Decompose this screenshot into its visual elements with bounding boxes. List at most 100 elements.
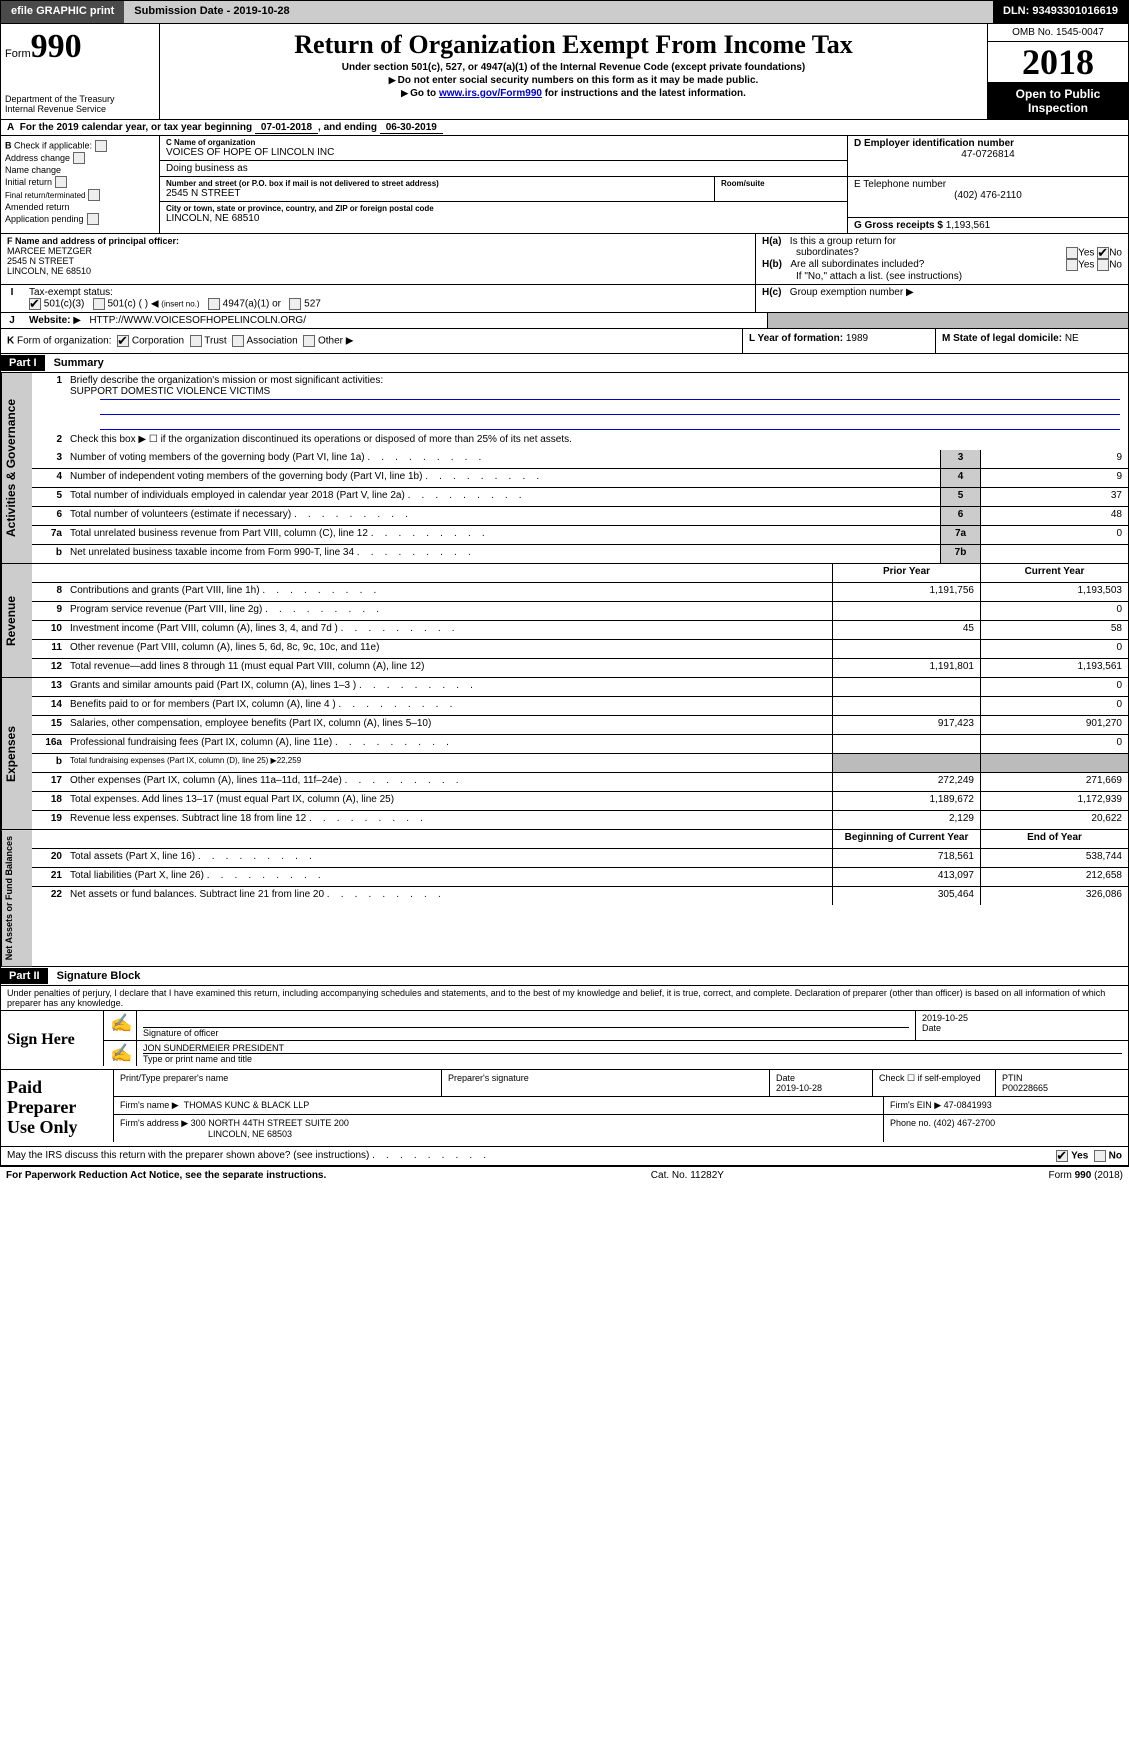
gross-receipts-cell: G Gross receipts $ 1,193,561	[848, 218, 1128, 233]
sign-right: ✍ Signature of officer 2019-10-25 Date ✍…	[103, 1011, 1128, 1069]
dln-label: DLN: 93493301016619	[993, 1, 1128, 23]
omb-number: OMB No. 1545-0047	[988, 24, 1128, 42]
k-body: K Form of organization: Corporation Trus…	[1, 329, 742, 353]
corp-checkbox[interactable]	[117, 335, 129, 347]
tax-year: 2018	[988, 42, 1128, 82]
section-bcdeg: B Check if applicable: Address change Na…	[1, 136, 1128, 234]
ha-yes-checkbox[interactable]	[1066, 247, 1078, 259]
applicable-checkbox[interactable]	[95, 140, 107, 152]
line-22: 22Net assets or fund balances. Subtract …	[32, 886, 1128, 905]
line-6: 6 Total number of volunteers (estimate i…	[32, 506, 1128, 525]
section-fh: F Name and address of principal officer:…	[1, 234, 1128, 285]
header-right: OMB No. 1545-0047 2018 Open to Public In…	[987, 24, 1128, 119]
section-j-website: J Website: ▶ HTTP://WWW.VOICESOFHOPELINC…	[1, 313, 1128, 329]
form-outer: Form990 Department of the Treasury Inter…	[0, 24, 1129, 1167]
open-to-public: Open to Public Inspection	[988, 82, 1128, 119]
expenses-section: Expenses 13Grants and similar amounts pa…	[1, 678, 1128, 830]
vtab-expenses: Expenses	[1, 678, 32, 829]
net-lines: Beginning of Current Year End of Year 20…	[32, 830, 1128, 966]
rev-header: Prior Year Current Year	[32, 564, 1128, 582]
h-column: H(a) Is this a group return for subordin…	[756, 234, 1128, 284]
initial-checkbox[interactable]	[55, 176, 67, 188]
pending-checkbox[interactable]	[87, 213, 99, 225]
trust-checkbox[interactable]	[190, 335, 202, 347]
line-2: 2 Check this box ▶ ☐ if the organization…	[32, 432, 1128, 450]
line-a-taxyear: A For the 2019 calendar year, or tax yea…	[1, 120, 1128, 136]
header-left: Form990 Department of the Treasury Inter…	[1, 24, 160, 119]
section-i-status: I Tax-exempt status: 501(c)(3) 501(c) ( …	[1, 285, 1128, 313]
501c3-checkbox[interactable]	[29, 298, 41, 310]
line-13: 13Grants and similar amounts paid (Part …	[32, 678, 1128, 696]
gov-lines: 1 Briefly describe the organization's mi…	[32, 373, 1128, 563]
dba-cell: Doing business as	[160, 161, 847, 177]
hb-yes-checkbox[interactable]	[1066, 259, 1078, 271]
line-10: 10Investment income (Part VIII, column (…	[32, 620, 1128, 639]
line-7b: b Net unrelated business taxable income …	[32, 544, 1128, 563]
irs-discuss-row: May the IRS discuss this return with the…	[1, 1147, 1128, 1166]
efile-label: efile GRAPHIC print	[1, 1, 124, 23]
discuss-no-checkbox[interactable]	[1094, 1150, 1106, 1162]
header-mid: Return of Organization Exempt From Incom…	[160, 24, 987, 119]
prep-row-3: Firm's address ▶ 300 NORTH 44TH STREET S…	[113, 1115, 1128, 1142]
hb-no-checkbox[interactable]	[1097, 259, 1109, 271]
irs-label: Internal Revenue Service	[5, 104, 155, 114]
line-9: 9Program service revenue (Part VIII, lin…	[32, 601, 1128, 620]
line-17: 17Other expenses (Part IX, column (A), l…	[32, 772, 1128, 791]
form-number: 990	[31, 28, 82, 65]
ha-no-checkbox[interactable]	[1097, 247, 1109, 259]
paperwork-notice: For Paperwork Reduction Act Notice, see …	[6, 1170, 326, 1181]
vtab-revenue: Revenue	[1, 564, 32, 677]
line-15: 15Salaries, other compensation, employee…	[32, 715, 1128, 734]
irs-link[interactable]: www.irs.gov/Form990	[439, 88, 542, 99]
sig-row-2: ✍ JON SUNDERMEIER PRESIDENT Type or prin…	[103, 1041, 1128, 1066]
line-16b: bTotal fundraising expenses (Part IX, co…	[32, 753, 1128, 772]
website-body: Website: ▶ HTTP://WWW.VOICESOFHOPELINCOL…	[23, 313, 768, 328]
org-name-cell: C Name of organization VOICES OF HOPE OF…	[160, 136, 847, 161]
activities-governance-section: Activities & Governance 1 Briefly descri…	[1, 373, 1128, 564]
hc-cell: H(c) Group exemption number ▶	[756, 285, 1128, 312]
final-checkbox[interactable]	[88, 189, 100, 201]
assoc-checkbox[interactable]	[232, 335, 244, 347]
vtab-governance: Activities & Governance	[1, 373, 32, 563]
prep-right: Print/Type preparer's name Preparer's si…	[113, 1070, 1128, 1145]
other-checkbox[interactable]	[303, 335, 315, 347]
form-prefix: Form	[5, 48, 31, 60]
l-cell: L Year of formation: 1989	[742, 329, 935, 353]
department-label: Department of the Treasury	[5, 94, 155, 104]
line-12: 12Total revenue—add lines 8 through 11 (…	[32, 658, 1128, 677]
net-header: Beginning of Current Year End of Year	[32, 830, 1128, 848]
prep-row-2: Firm's name ▶ THOMAS KUNC & BLACK LLP Fi…	[113, 1097, 1128, 1115]
paid-preparer-heading: Paid Preparer Use Only	[1, 1070, 113, 1145]
line-19: 19Revenue less expenses. Subtract line 1…	[32, 810, 1128, 829]
addr-change-checkbox[interactable]	[73, 152, 85, 164]
501c-checkbox[interactable]	[93, 298, 105, 310]
line-21: 21Total liabilities (Part X, line 26) 41…	[32, 867, 1128, 886]
sig-row-1: ✍ Signature of officer 2019-10-25 Date	[103, 1011, 1128, 1041]
line-18: 18Total expenses. Add lines 13–17 (must …	[32, 791, 1128, 810]
header-row: Form990 Department of the Treasury Inter…	[1, 24, 1128, 120]
4947-checkbox[interactable]	[208, 298, 220, 310]
discuss-yes-checkbox[interactable]	[1056, 1150, 1068, 1162]
vtab-netassets: Net Assets or Fund Balances	[1, 830, 32, 966]
exp-lines: 13Grants and similar amounts paid (Part …	[32, 678, 1128, 829]
line-7a: 7a Total unrelated business revenue from…	[32, 525, 1128, 544]
line-11: 11Other revenue (Part VIII, column (A), …	[32, 639, 1128, 658]
tax-status-body: Tax-exempt status: 501(c)(3) 501(c) ( ) …	[23, 285, 756, 312]
527-checkbox[interactable]	[289, 298, 301, 310]
line-4: 4 Number of independent voting members o…	[32, 468, 1128, 487]
sign-here-section: Sign Here ✍ Signature of officer 2019-10…	[1, 1011, 1128, 1070]
section-klm: K Form of organization: Corporation Trus…	[1, 329, 1128, 354]
col-b-checkboxes: B Check if applicable: Address change Na…	[1, 136, 160, 233]
rev-lines: Prior Year Current Year 8Contributions a…	[32, 564, 1128, 677]
perjury-statement: Under penalties of perjury, I declare th…	[1, 986, 1128, 1011]
net-assets-section: Net Assets or Fund Balances Beginning of…	[1, 830, 1128, 967]
j-grey	[768, 313, 1128, 328]
sign-here-heading: Sign Here	[1, 1011, 103, 1069]
form-990-footer: Form 990 (2018)	[1049, 1170, 1123, 1181]
phone-cell: E Telephone number (402) 476-2110	[848, 177, 1128, 218]
ein-cell: D Employer identification number 47-0726…	[848, 136, 1128, 177]
header-sub1: Under section 501(c), 527, or 4947(a)(1)…	[170, 62, 977, 73]
f-officer: F Name and address of principal officer:…	[1, 234, 756, 284]
line-8: 8Contributions and grants (Part VIII, li…	[32, 582, 1128, 601]
m-cell: M State of legal domicile: NE	[935, 329, 1128, 353]
